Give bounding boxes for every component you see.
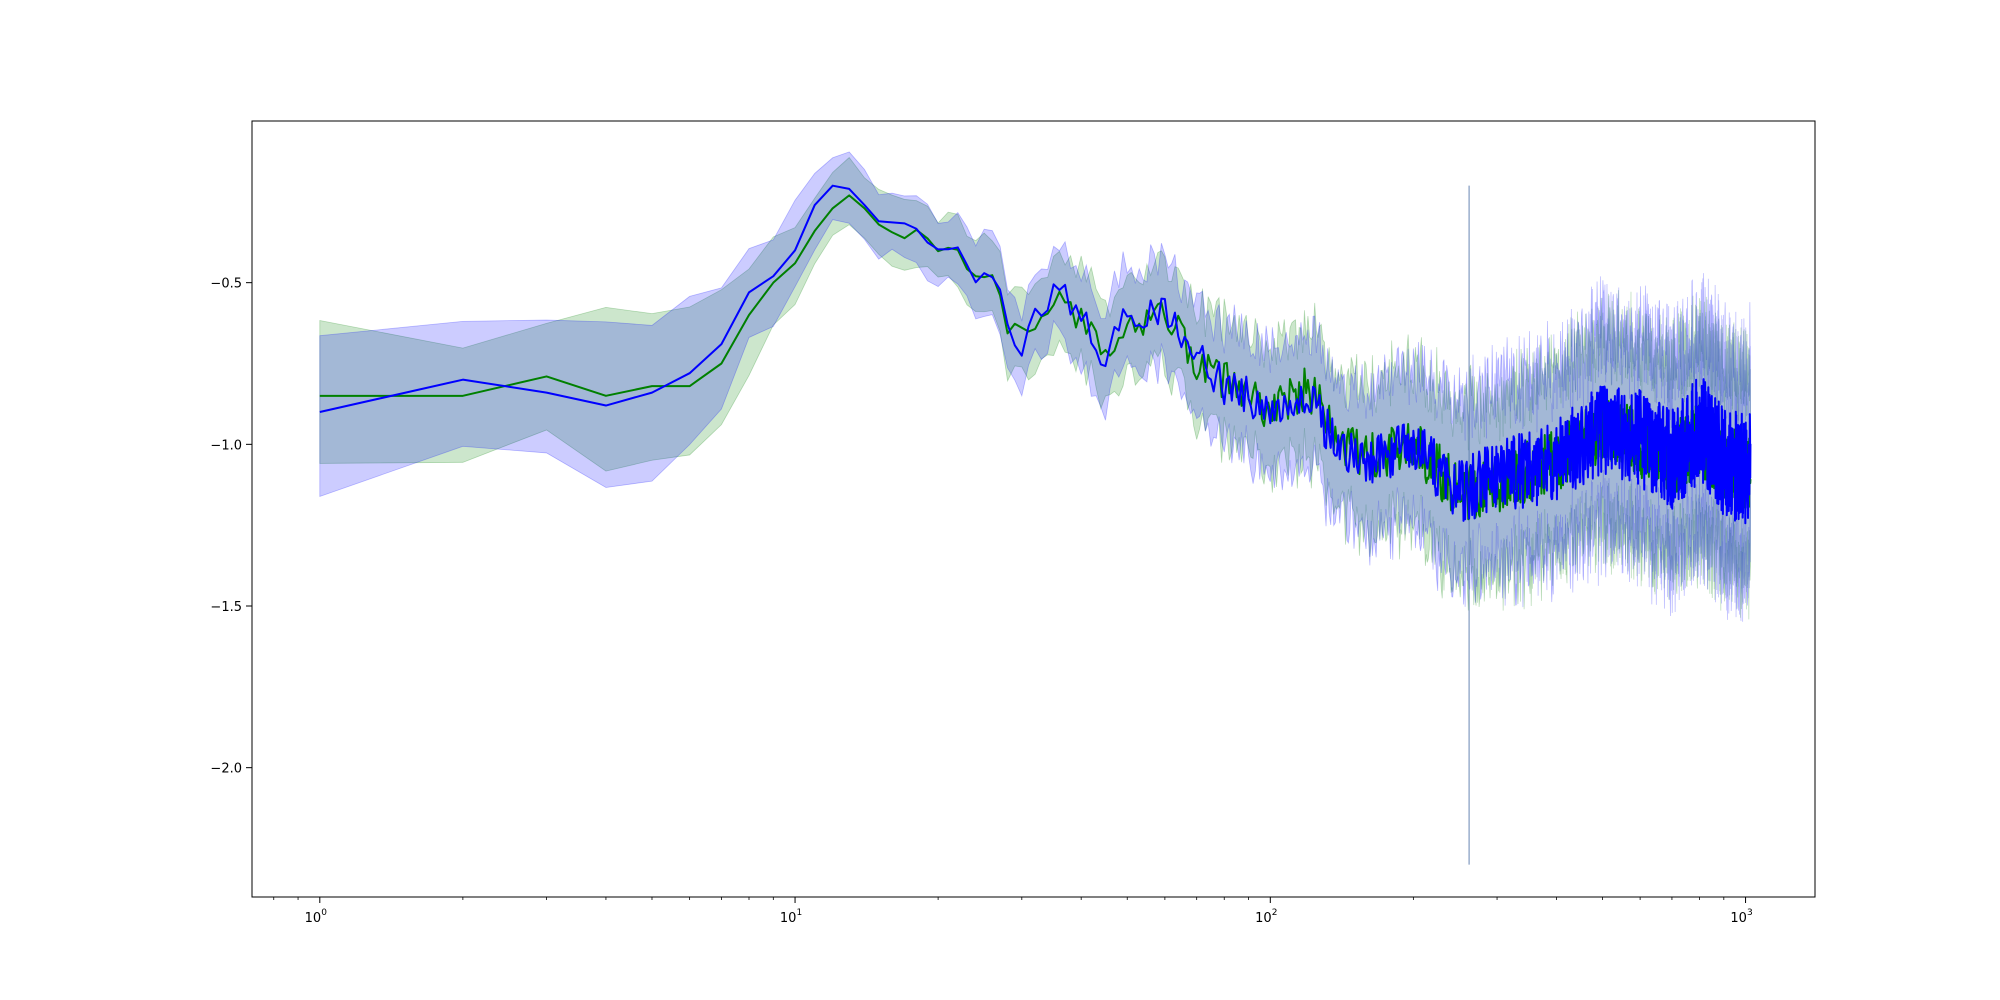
y-tick-label: −2.0 (210, 762, 242, 777)
y-tick-label: −1.0 (210, 438, 242, 453)
series-2-band (319, 151, 1751, 622)
x-tick-exponent: 2 (1272, 908, 1278, 918)
confidence-bands (319, 151, 1751, 622)
x-tick-exponent: 1 (796, 908, 802, 918)
plot-frame (251, 120, 1816, 898)
x-tick-exponent: 3 (1747, 908, 1753, 918)
series-lines (319, 184, 1752, 525)
series-2-line (319, 184, 1752, 525)
series-1-band (319, 156, 1751, 620)
y-axis: −0.5 −1.0 −1.5 −2.0 (210, 277, 252, 777)
y-tick-label: −1.5 (210, 600, 242, 615)
x-tick-exponent: 0 (321, 908, 327, 918)
y-tick-label: −0.5 (210, 277, 242, 292)
